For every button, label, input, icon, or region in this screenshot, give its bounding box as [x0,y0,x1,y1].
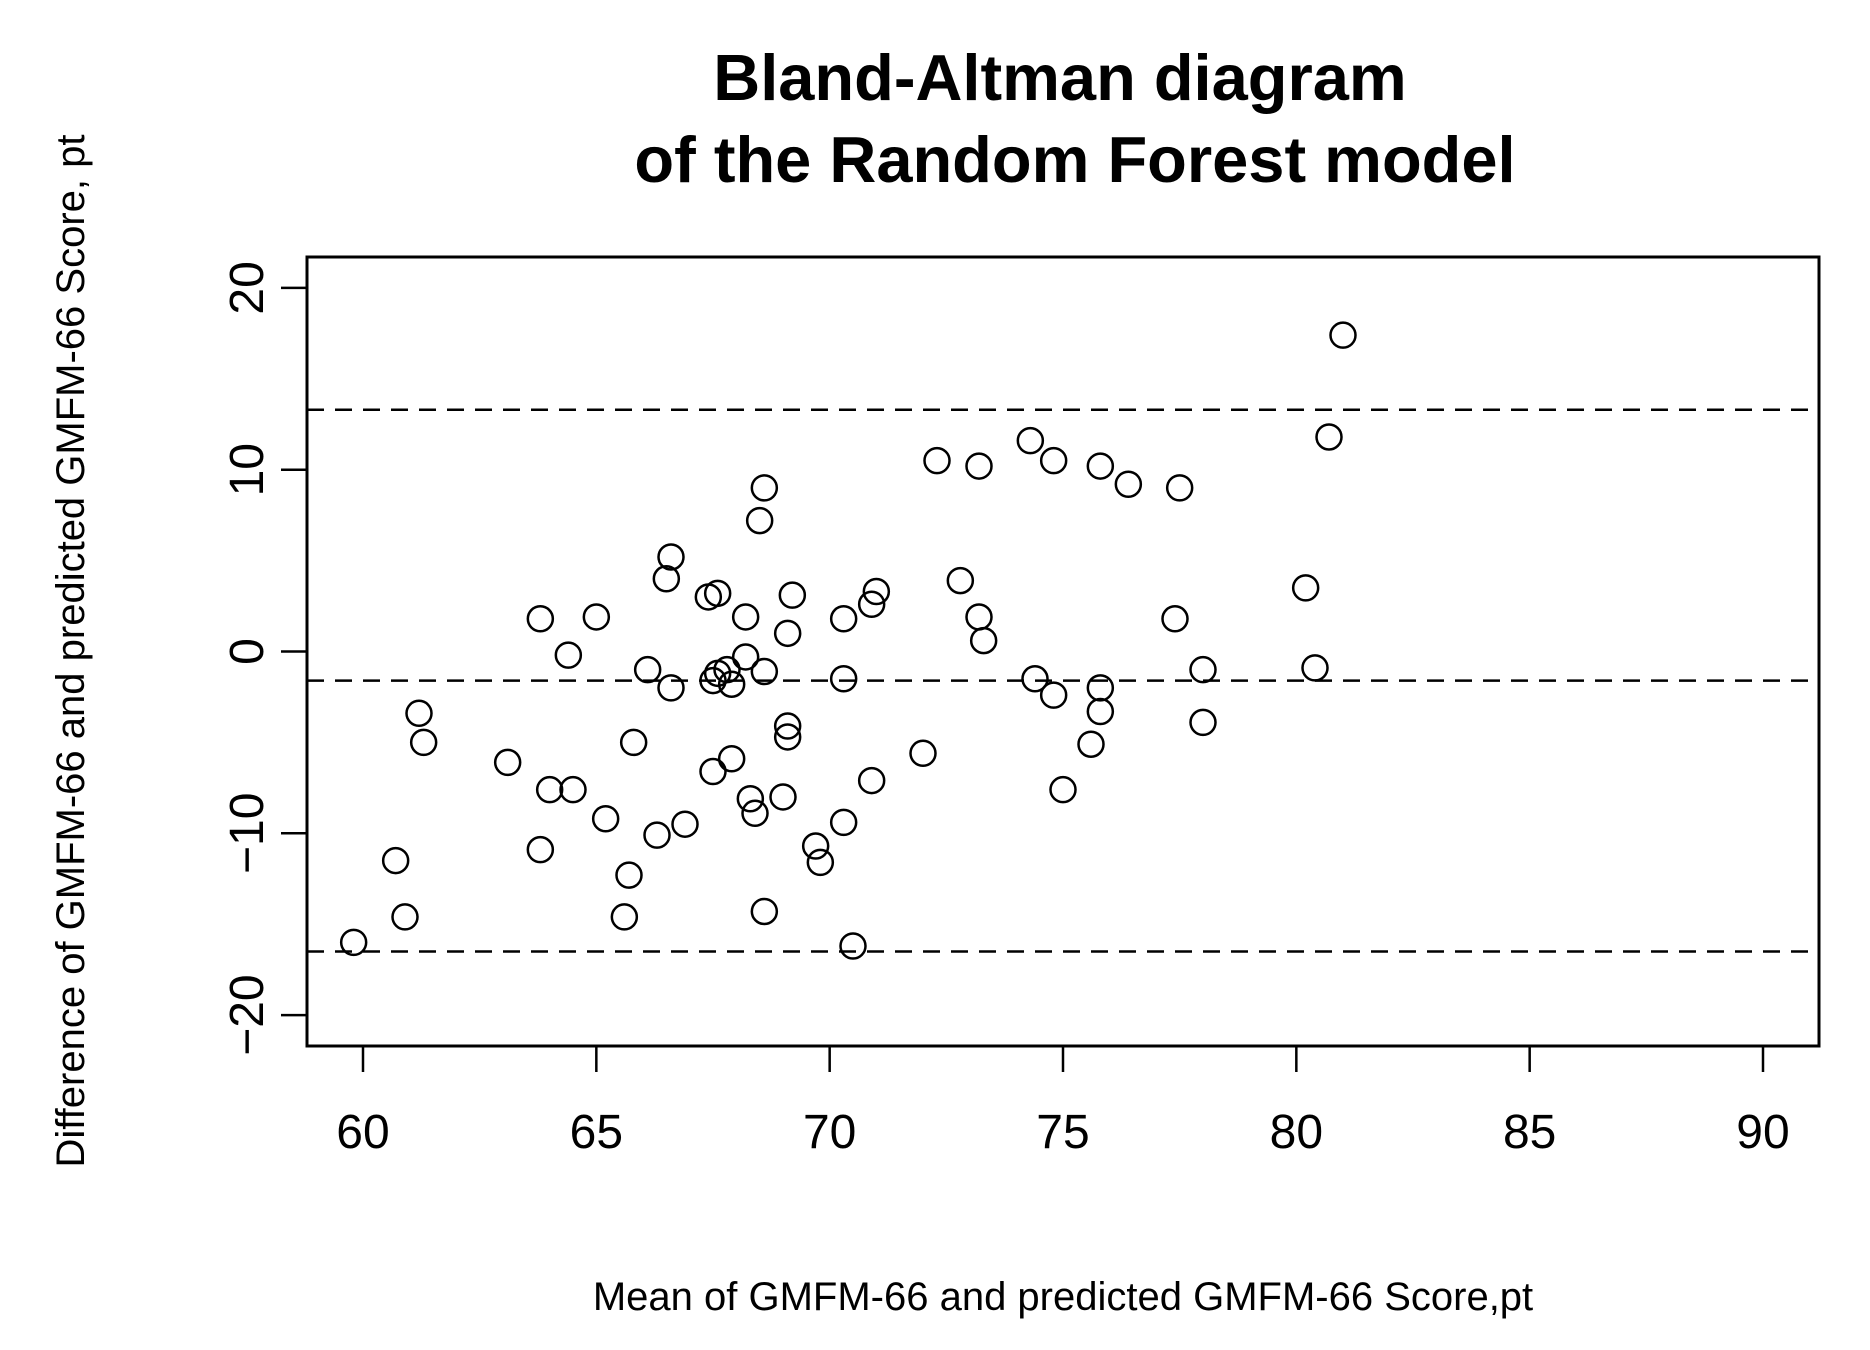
data-point [750,897,779,926]
data-point [1189,655,1217,684]
reference-lines [307,408,1819,953]
data-point [409,728,438,757]
data-point [773,712,802,740]
data-point [657,543,685,571]
data-point [633,655,662,684]
data-point [657,674,685,702]
data-point [1086,452,1115,480]
data-point [1301,654,1329,682]
data-point [923,446,951,475]
chart-title-line-1: Bland-Altman diagram [713,41,1406,114]
data-point [965,452,993,480]
x-tick-label: 60 [336,1106,389,1159]
data-point [769,783,797,811]
data-point [1039,446,1068,475]
data-point [829,808,858,837]
chart-title-line-2: of the Random Forest model [634,123,1515,196]
data-point [736,785,765,813]
data-point [750,657,779,686]
data-point [1039,681,1068,709]
data-point [339,928,368,957]
data-point [381,846,410,875]
data-point [1189,708,1217,737]
x-tick-label: 85 [1503,1106,1556,1159]
data-point [857,766,886,795]
data-point [745,506,774,535]
data-point [829,665,858,693]
data-point [615,861,643,889]
data-point [909,739,937,768]
data-point [1291,574,1320,602]
data-point [806,848,835,877]
y-tick-label: −10 [221,793,274,874]
data-point [391,903,419,931]
data-point [773,619,802,648]
data-point [713,655,741,684]
data-point [671,810,699,838]
data-point [857,590,886,618]
x-tick-label: 80 [1270,1106,1323,1159]
data-point [1016,426,1045,455]
data-point [1077,730,1105,758]
data-point [965,603,993,631]
data-point [1329,321,1357,349]
data-point [493,748,522,777]
y-tick-label: −20 [221,974,274,1055]
data-point [750,474,779,502]
x-axis-label: Mean of GMFM-66 and predicted GMFM-66 Sc… [593,1275,1533,1319]
plot-frame [305,255,1821,1048]
data-point [405,699,433,728]
data-point [526,605,555,633]
y-tick-label: 10 [221,443,274,496]
y-axis-label: Difference of GMFM-66 and predicted GMFM… [49,135,93,1168]
data-point [969,626,998,655]
data-point [1086,674,1115,702]
x-tick-label: 65 [570,1106,623,1159]
data-point [643,821,671,849]
x-tick-label: 70 [803,1106,856,1159]
data-point [829,605,858,633]
y-tick-label: 0 [221,638,274,665]
data-point [535,775,564,804]
data-point [717,745,746,773]
data-point [839,932,867,960]
data-point [554,641,583,669]
data-point [699,666,727,695]
data-point [703,579,732,608]
data-point [801,832,830,860]
data-point [862,577,891,606]
data-point [699,757,727,786]
data-point [582,603,611,631]
data-point [778,581,807,609]
y-tick-label: 20 [221,261,274,314]
data-point [610,903,639,931]
data-point [1049,775,1077,804]
data-point [1165,474,1194,502]
data-point [731,643,760,671]
data-point [717,670,746,698]
data-point [652,565,681,593]
data-points [339,321,1357,960]
data-point [1021,665,1049,693]
data-point [559,775,587,804]
data-point [741,799,769,828]
y-axis: −20 −10 0 10 20 [221,261,309,1056]
data-point [591,805,620,833]
data-point [526,835,555,864]
data-point [619,728,648,757]
data-point [946,566,975,595]
x-tick-label: 75 [1036,1106,1089,1159]
data-point [1114,470,1143,498]
x-tick-label: 90 [1736,1106,1789,1159]
x-axis: 60 65 70 75 80 85 90 [336,1044,1790,1159]
data-point [731,603,760,631]
data-point [773,723,802,751]
data-point [1315,423,1343,451]
data-point [1086,697,1115,726]
data-point [1161,605,1189,633]
